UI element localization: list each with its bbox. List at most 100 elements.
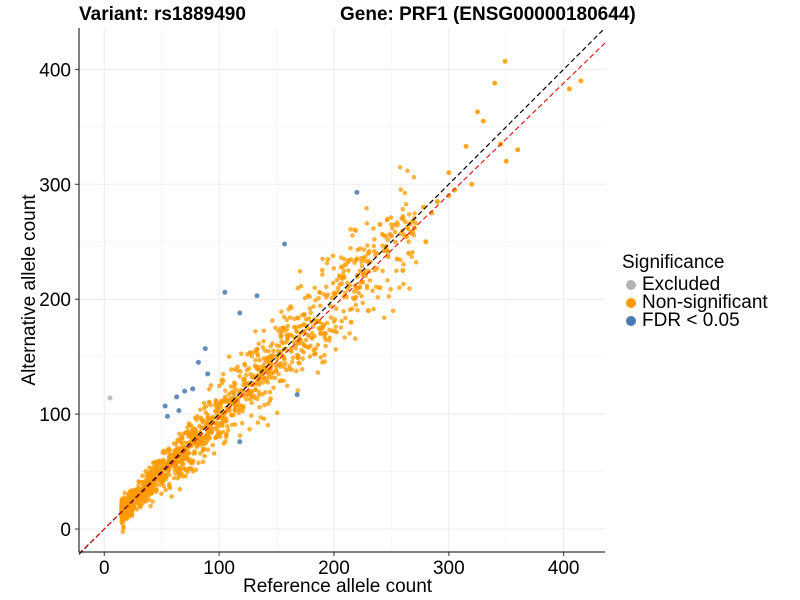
- point-fdr: [174, 394, 180, 400]
- point-non-significant: [394, 256, 400, 262]
- point-non-significant: [182, 430, 188, 436]
- point-non-significant: [463, 143, 469, 149]
- point-non-significant: [335, 286, 341, 291]
- point-non-significant: [134, 506, 140, 512]
- point-non-significant: [319, 325, 325, 331]
- point-non-significant: [200, 459, 206, 465]
- point-non-significant: [266, 348, 271, 354]
- point-non-significant: [324, 260, 330, 266]
- point-non-significant: [446, 170, 452, 176]
- point-non-significant: [192, 437, 197, 443]
- point-non-significant: [502, 58, 508, 64]
- point-non-significant: [329, 295, 335, 301]
- point-non-significant: [261, 416, 267, 422]
- point-non-significant: [239, 351, 244, 357]
- legend-item-fdr: FDR < 0.05: [622, 311, 768, 330]
- point-non-significant: [354, 272, 360, 278]
- point-non-significant: [342, 262, 348, 268]
- point-non-significant: [143, 468, 148, 474]
- point-non-significant: [403, 202, 409, 207]
- point-non-significant: [241, 377, 246, 383]
- point-non-significant: [167, 481, 172, 487]
- point-non-significant: [232, 422, 238, 427]
- point-non-significant: [252, 363, 258, 369]
- point-non-significant: [410, 229, 416, 235]
- point-non-significant: [198, 434, 203, 439]
- point-non-significant: [299, 367, 305, 372]
- point-non-significant: [260, 391, 265, 397]
- point-non-significant: [121, 525, 126, 531]
- point-non-significant: [385, 237, 391, 242]
- point-non-significant: [385, 278, 390, 283]
- point-non-significant: [380, 268, 385, 274]
- point-non-significant: [186, 451, 192, 456]
- point-non-significant: [409, 254, 415, 260]
- point-non-significant: [452, 187, 458, 193]
- point-non-significant: [331, 266, 337, 271]
- point-non-significant: [339, 318, 345, 324]
- point-non-significant: [260, 363, 265, 369]
- point-non-significant: [237, 433, 243, 438]
- point-non-significant: [163, 487, 168, 493]
- point-non-significant: [347, 331, 352, 336]
- point-non-significant: [370, 288, 375, 294]
- point-non-significant: [364, 205, 369, 211]
- point-non-significant: [364, 285, 370, 291]
- point-non-significant: [397, 285, 402, 290]
- point-non-significant: [229, 367, 234, 372]
- point-non-significant: [256, 341, 262, 347]
- point-non-significant: [322, 352, 327, 358]
- point-non-significant: [256, 365, 261, 371]
- point-non-significant: [342, 256, 347, 262]
- point-non-significant: [226, 354, 232, 360]
- point-non-significant: [140, 473, 145, 479]
- point-non-significant: [267, 389, 273, 395]
- point-non-significant: [285, 323, 291, 329]
- y-tick-label: 300: [39, 175, 71, 196]
- point-non-significant: [225, 407, 231, 413]
- point-non-significant: [412, 211, 417, 216]
- point-non-significant: [400, 216, 406, 222]
- point-non-significant: [303, 337, 309, 343]
- point-non-significant: [324, 320, 330, 326]
- point-non-significant: [276, 328, 281, 334]
- point-non-significant: [216, 383, 222, 389]
- legend-item-non-significant: Non-significant: [622, 293, 768, 312]
- point-non-significant: [137, 479, 143, 485]
- point-non-significant: [338, 264, 344, 270]
- point-non-significant: [169, 494, 174, 499]
- point-non-significant: [205, 415, 210, 420]
- point-non-significant: [145, 490, 151, 496]
- point-non-significant: [384, 218, 390, 223]
- point-fdr: [164, 413, 170, 419]
- point-non-significant: [271, 385, 276, 391]
- point-non-significant: [333, 347, 339, 352]
- point-non-significant: [265, 423, 271, 428]
- point-non-significant: [320, 272, 325, 277]
- point-non-significant: [371, 226, 376, 231]
- point-non-significant: [269, 375, 274, 381]
- point-non-significant: [359, 259, 364, 265]
- point-fdr: [182, 388, 188, 394]
- point-non-significant: [377, 222, 383, 227]
- point-non-significant: [207, 436, 212, 441]
- point-non-significant: [373, 252, 378, 258]
- point-non-significant: [302, 295, 308, 301]
- point-non-significant: [150, 486, 156, 492]
- point-non-significant: [480, 118, 486, 124]
- point-non-significant: [397, 165, 403, 170]
- point-non-significant: [348, 257, 354, 262]
- point-non-significant: [389, 226, 395, 231]
- point-non-significant: [341, 309, 346, 314]
- point-non-significant: [237, 374, 242, 379]
- point-non-significant: [388, 215, 394, 220]
- point-non-significant: [172, 452, 177, 457]
- point-non-significant: [121, 503, 126, 509]
- point-non-significant: [273, 325, 278, 331]
- legend-swatch-fdr: [626, 316, 636, 326]
- point-non-significant: [180, 436, 185, 441]
- point-non-significant: [220, 414, 225, 420]
- point-non-significant: [347, 283, 353, 288]
- point-excluded: [107, 395, 113, 401]
- point-non-significant: [271, 369, 277, 375]
